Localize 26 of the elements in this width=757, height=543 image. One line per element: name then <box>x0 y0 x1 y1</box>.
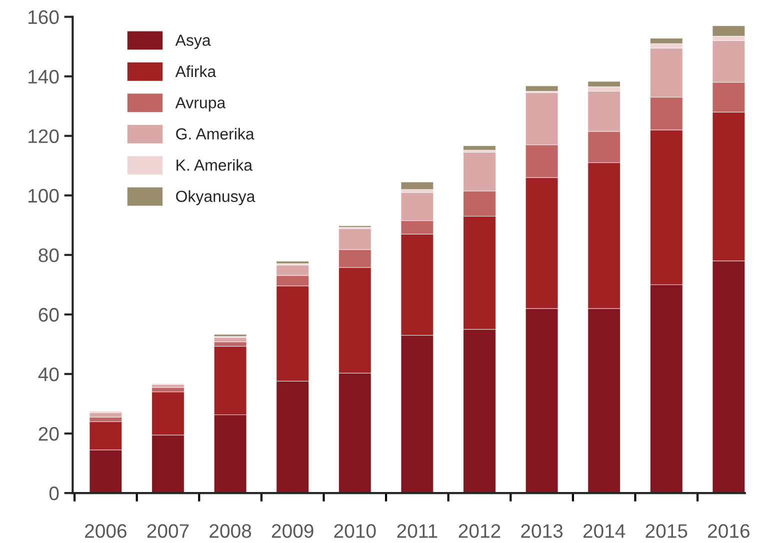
x-tick-label: 2009 <box>272 524 314 538</box>
x-tick-label: 2008 <box>210 524 252 538</box>
x-tick-label: 2011 <box>397 524 438 538</box>
x-tick-label: 2007 <box>147 524 189 538</box>
legend-label: Afirka <box>175 65 216 78</box>
x-tick-label: 2016 <box>708 524 750 538</box>
y-tick-label: 120 <box>28 129 59 144</box>
y-tick-label: 100 <box>28 188 59 203</box>
x-tick-label: 2015 <box>646 524 688 538</box>
x-tick-label: 2013 <box>521 524 563 538</box>
x-tick-label: 2012 <box>458 524 500 538</box>
y-tick-label: 40 <box>38 367 59 382</box>
y-tick-label: 80 <box>38 248 59 262</box>
legend-label: G. Amerika <box>176 128 254 140</box>
x-tick-label: 2006 <box>85 524 126 538</box>
y-tick-label: 20 <box>38 426 59 441</box>
y-tick-label: 0 <box>49 486 59 500</box>
x-tick-label: 2010 <box>334 524 376 538</box>
legend-label: Avrupa <box>175 97 226 112</box>
y-tick-label: 140 <box>28 70 59 84</box>
legend-label: Okyanusya <box>176 190 256 206</box>
y-tick-label: 60 <box>38 308 59 322</box>
legend-label: K. Amerika <box>176 159 253 171</box>
x-tick-label: 2014 <box>583 524 626 538</box>
legend-label: Asya <box>175 34 211 50</box>
y-tick-label: 160 <box>28 10 59 24</box>
